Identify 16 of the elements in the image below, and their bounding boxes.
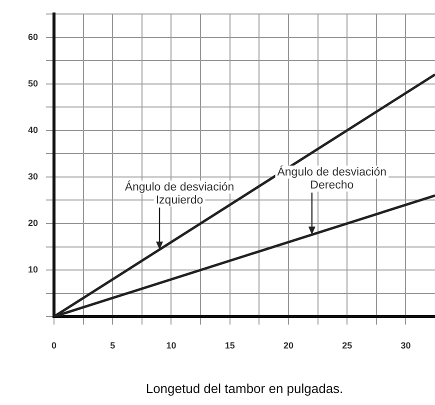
x-tick-label: 10	[166, 340, 176, 350]
annotation: Ángulo de desviación Derecho	[277, 166, 387, 192]
y-tick-label: 60	[28, 32, 38, 42]
x-tick-label: 20	[283, 340, 294, 350]
y-tick-label: 30	[28, 171, 38, 182]
x-tick-label: 15	[224, 340, 235, 350]
y-tick-label: 50	[28, 78, 38, 88]
x-tick-label: 5	[110, 340, 116, 350]
x-tick-label: 30	[400, 340, 411, 350]
annotation: Ángulo de desviación Izquierdo	[124, 180, 234, 207]
y-tick-label: 40	[28, 124, 38, 135]
y-tick-label: 10	[28, 264, 38, 275]
y-tick-label: 20	[28, 218, 38, 228]
x-axis-title: Longetud del tambor en pulgadas.	[146, 380, 344, 396]
x-tick-label: 25	[342, 340, 352, 350]
x-tick-label: 0	[52, 340, 57, 350]
